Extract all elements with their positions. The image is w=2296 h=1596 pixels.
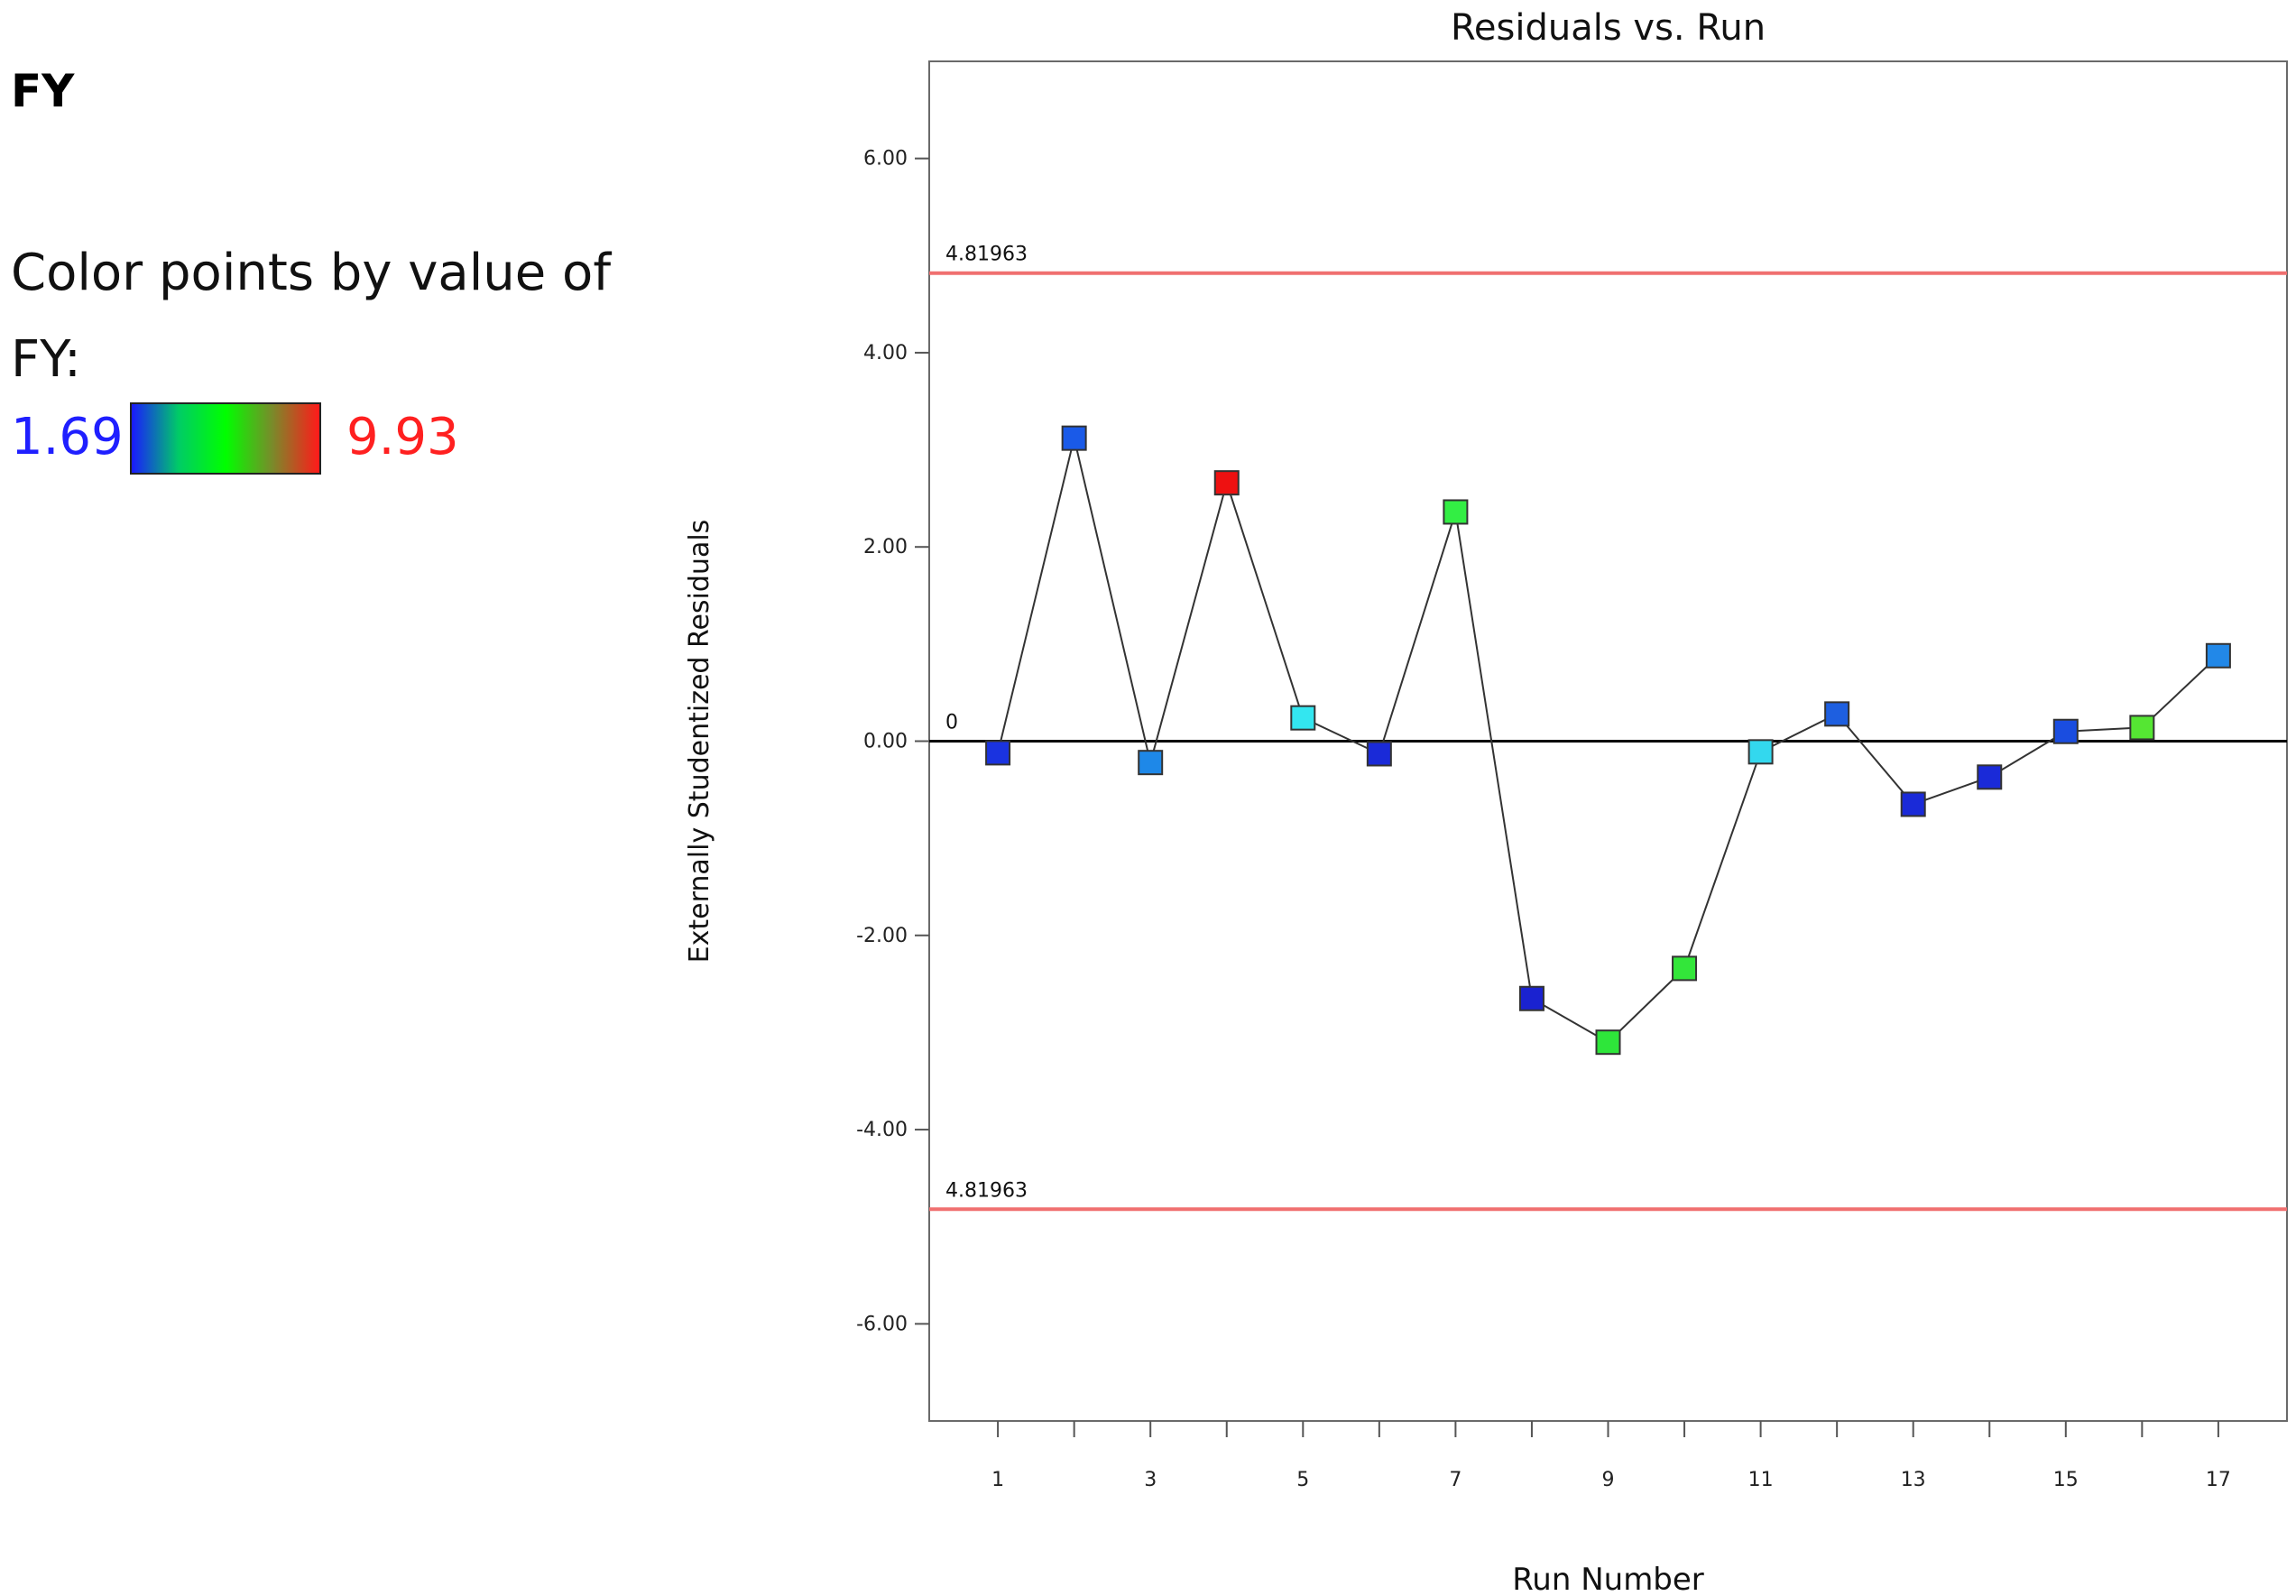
y-tick-label: 6.00 [863,148,908,171]
reference-limit-label: 4.81963 [945,244,1028,266]
x-tick-label: 13 [1901,1469,1926,1491]
y-tick-label: -4.00 [856,1119,908,1141]
color-by-label: Color points by value of FY: [11,244,612,389]
y-tick-label: -2.00 [856,925,908,947]
x-axis: 1 3 5 7 9 11 13 15 17 [991,1421,2231,1491]
data-point [1900,791,1926,817]
color-gradient-bar [130,402,321,475]
data-point [2052,718,2079,744]
data-point [1061,425,1087,451]
data-point [1443,499,1469,525]
y-tick-label: -6.00 [856,1313,908,1335]
x-tick-label: 1 [991,1469,1004,1491]
response-title: FY [11,65,75,117]
data-point [2205,642,2231,669]
x-tick-label: 7 [1449,1469,1462,1491]
data-point [1366,741,1392,767]
data-point [1977,764,2003,790]
y-axis-label: Externally Studentized Residuals [684,520,715,964]
y-axis: 6.00 4.00 2.00 0.00 -2.00 -4.00 -6.00 [856,148,929,1335]
data-point [1595,1029,1621,1056]
y-tick-label: 2.00 [863,536,908,558]
color-scale-max: 9.93 [346,408,459,466]
color-scale: 1.69 9.93 [11,397,642,478]
x-tick-label: 17 [2206,1469,2231,1491]
x-axis-label: Run Number [1512,1562,1704,1596]
color-scale-min: 1.69 [11,408,124,466]
x-tick-label: 9 [1602,1469,1615,1491]
data-point [1518,985,1544,1011]
data-point [1213,470,1240,496]
chart-title: Residuals vs. Run [1451,7,1766,49]
data-point [1824,701,1850,727]
data-point [985,740,1011,766]
x-tick-label: 15 [2053,1469,2079,1491]
y-tick-label: 4.00 [863,342,908,364]
x-tick-label: 5 [1296,1469,1309,1491]
data-point [1290,705,1316,731]
x-tick-label: 11 [1748,1469,1774,1491]
data-point [1138,750,1164,776]
reference-limit-label: 4.81963 [945,1179,1028,1202]
data-point [1747,739,1774,765]
zero-line-label: 0 [945,712,958,734]
y-tick-label: 0.00 [863,731,908,753]
x-tick-label: 3 [1144,1469,1157,1491]
data-point [2129,715,2155,741]
data-points [985,425,2231,1056]
data-point [1672,955,1698,982]
